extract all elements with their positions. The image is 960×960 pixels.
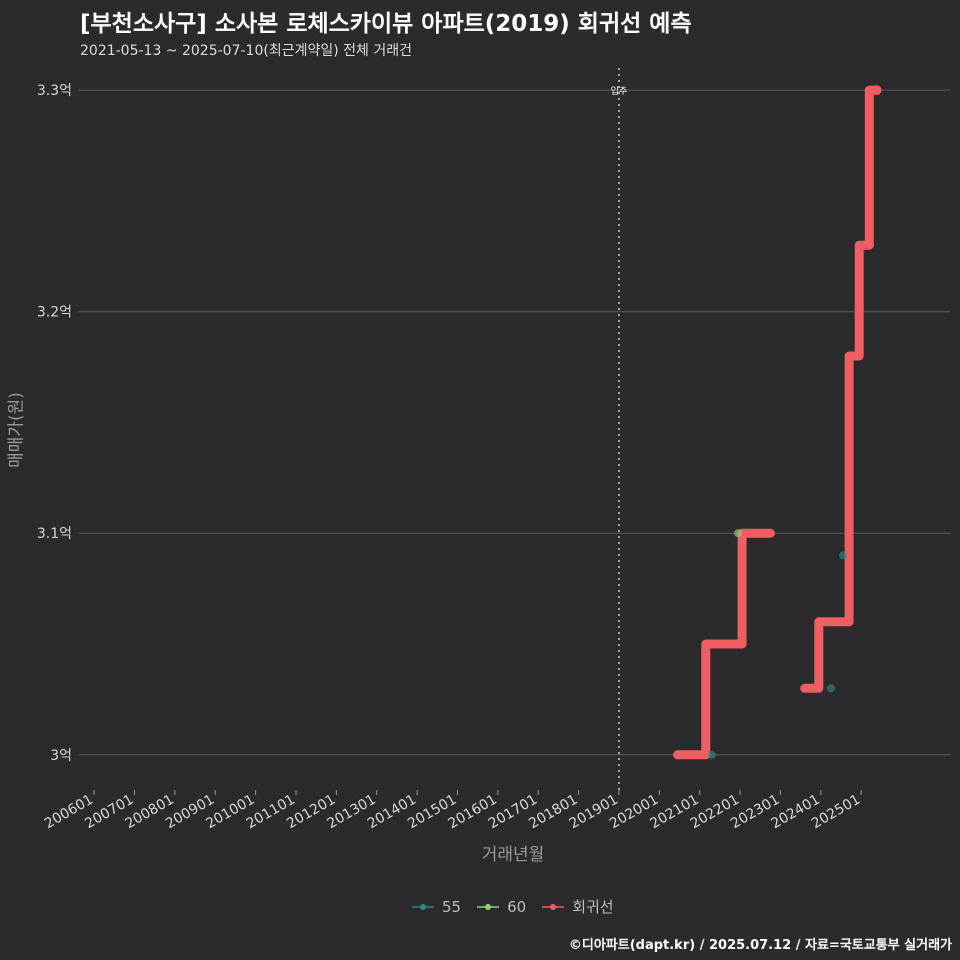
legend-key-60-icon	[477, 903, 500, 910]
legend-item-60: 60	[477, 898, 526, 916]
data-point-55	[839, 551, 848, 560]
x-axis-ticks: 2006012007012008012009012010012011012012…	[42, 790, 863, 832]
y-tick-label: 3억	[50, 748, 72, 764]
legend-key-55-icon	[412, 903, 434, 910]
chart-title: [부천소사구] 소사본 로체스카이뷰 아파트(2019) 회귀선 예측	[80, 11, 692, 37]
y-tick-label: 3.1억	[37, 526, 72, 542]
legend-label-60: 60	[507, 897, 527, 916]
legend-item-regression: 회귀선	[542, 896, 614, 917]
legend: 55 60 회귀선	[412, 896, 620, 917]
data-point-55	[826, 684, 835, 693]
move-in-label: 입주	[611, 85, 628, 97]
grid-lines	[78, 89, 950, 756]
regression-line	[800, 85, 881, 693]
annotations: 입주	[611, 68, 628, 790]
y-tick-label: 3.3억	[37, 83, 72, 99]
x-axis-label: 거래년월	[481, 845, 545, 865]
data-point-55	[707, 750, 716, 759]
y-axis-label: 매매가(원)	[6, 392, 27, 468]
data-point-60	[734, 529, 743, 538]
source-credit: ©디아파트(dapt.kr) / 2025.07.12 / 자료=국토교통부 실…	[568, 938, 952, 953]
legend-key-regression-icon	[542, 903, 565, 910]
regression-line	[673, 528, 775, 760]
y-tick-label: 3.2억	[37, 305, 72, 321]
regression-end-point	[871, 85, 882, 96]
chart-subtitle: 2021-05-13 ~ 2025-07-10(최근계약일) 전체 거래건	[80, 43, 412, 59]
legend-item-55: 55	[412, 898, 461, 916]
legend-label-55: 55	[442, 897, 462, 916]
y-axis-ticks: 3억 3.1억 3.2억 3.3억	[37, 83, 72, 764]
legend-label-regression: 회귀선	[572, 898, 614, 916]
series	[673, 85, 882, 760]
